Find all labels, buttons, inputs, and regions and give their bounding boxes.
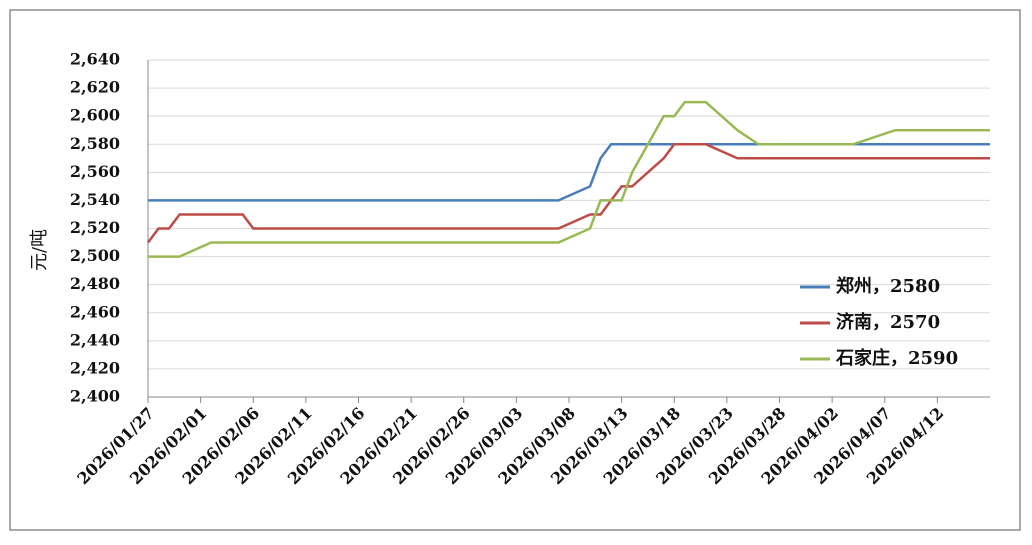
series-line xyxy=(148,100,990,258)
y-tick-label: 2,460 xyxy=(70,302,120,321)
series-line xyxy=(148,143,990,202)
y-tick-label: 2,620 xyxy=(70,78,120,97)
y-tick-label: 2,580 xyxy=(70,134,120,153)
legend-label: 石家庄，2590 xyxy=(835,347,958,369)
legend-label: 郑州，2580 xyxy=(836,275,940,297)
y-tick-label: 2,400 xyxy=(70,387,120,406)
y-tick-label: 2,600 xyxy=(70,106,120,125)
y-tick-label: 2,560 xyxy=(70,162,120,181)
y-tick-label: 2,480 xyxy=(70,274,120,293)
y-tick-label: 2,500 xyxy=(70,246,120,265)
y-tick-label: 2,420 xyxy=(70,358,120,377)
chart-frame xyxy=(9,9,1021,531)
legend-label: 济南，2570 xyxy=(836,311,940,333)
y-tick-label: 2,540 xyxy=(70,190,120,209)
series-line xyxy=(146,143,990,244)
y-tick-label: 2,640 xyxy=(70,50,120,69)
y-tick-label: 2,520 xyxy=(70,218,120,237)
y-axis-label: 元/吨 xyxy=(29,229,50,271)
y-tick-label: 2,440 xyxy=(70,330,120,349)
